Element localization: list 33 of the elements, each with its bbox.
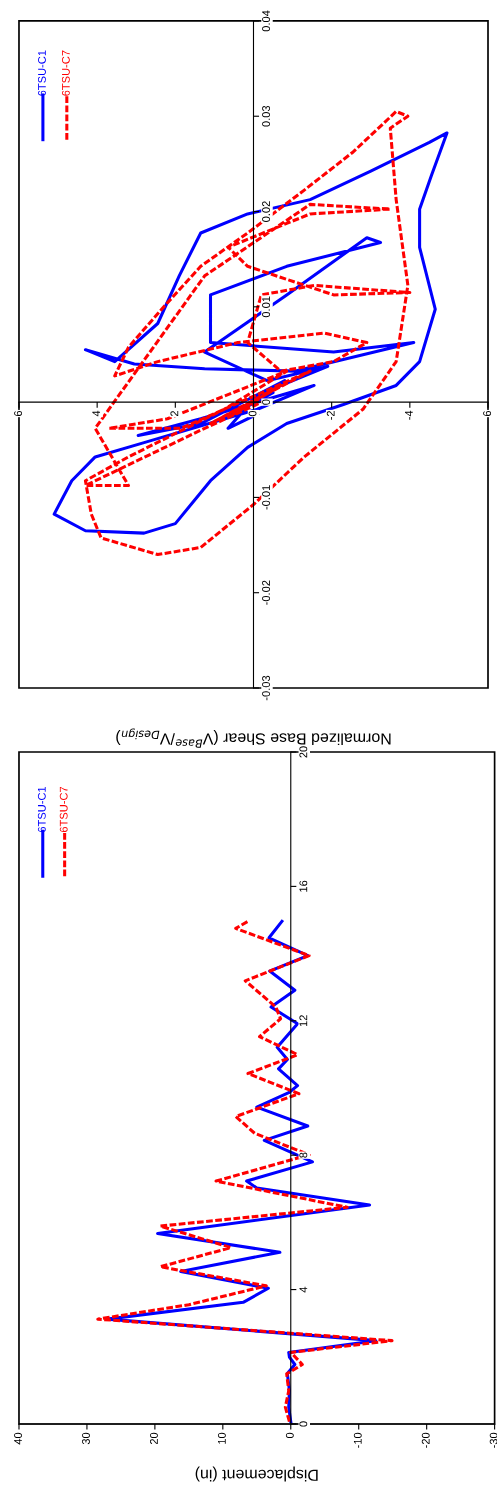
x-tick-label: -10 bbox=[353, 1432, 362, 1448]
x-axis-title: Displacement (in) bbox=[195, 1466, 318, 1482]
x-tick-label: 0 bbox=[248, 410, 257, 417]
text: 6TSU-C1 bbox=[37, 786, 46, 833]
y-tick-label: -0.02 bbox=[262, 580, 270, 605]
x-tick-label: -20 bbox=[421, 1432, 430, 1448]
x-tick-label: 0 bbox=[285, 1432, 294, 1439]
y-tick-label: 0.04 bbox=[262, 10, 270, 32]
x-tick-label: 10 bbox=[217, 1432, 226, 1444]
x-tick-label: 40 bbox=[14, 1432, 22, 1445]
y-tick-label: 0.02 bbox=[262, 201, 270, 222]
x-tick-label: 20 bbox=[149, 1432, 158, 1445]
x-tick-label: 6 bbox=[483, 410, 491, 417]
x-tick-label: 4 bbox=[92, 410, 101, 417]
x-tick-label: 6 bbox=[14, 410, 22, 417]
y-tick-label: 0.01 bbox=[262, 296, 270, 318]
x-tick-label: -30 bbox=[489, 1432, 497, 1448]
y-tick-label: 0 bbox=[299, 1421, 308, 1427]
y-tick-label: 20 bbox=[299, 746, 308, 758]
x-tick-label: -2 bbox=[326, 411, 335, 420]
y-tick-label: -0.03 bbox=[262, 675, 270, 701]
x-tick-label: 2 bbox=[170, 411, 179, 417]
x-tick-label: 30 bbox=[82, 1432, 90, 1445]
y-tick-label: 16 bbox=[299, 880, 308, 892]
y-tick-label: 8 bbox=[299, 1152, 308, 1158]
text: 6TSU-C7 bbox=[61, 50, 70, 96]
y-tick-label: 0.03 bbox=[262, 105, 270, 127]
x-tick-label: -4 bbox=[405, 410, 413, 420]
text: 6TSU-C7 bbox=[59, 786, 68, 833]
text: 6TSU-C1 bbox=[38, 50, 46, 96]
y-tick-label: 4 bbox=[299, 1286, 308, 1293]
y-tick-label: -0.01 bbox=[262, 485, 270, 510]
y-tick-label: 12 bbox=[299, 1015, 308, 1027]
